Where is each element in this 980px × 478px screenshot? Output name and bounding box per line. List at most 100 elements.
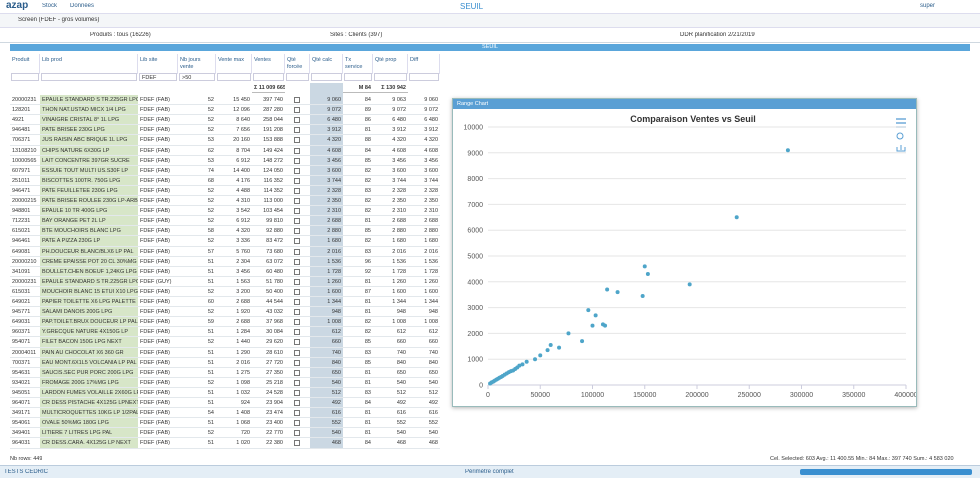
column-header[interactable]: Vente max [216, 54, 252, 74]
checkbox[interactable] [294, 319, 300, 326]
table-cell: FDEF (FAB) [140, 208, 170, 215]
checkbox[interactable] [294, 218, 300, 225]
checkbox[interactable] [294, 410, 300, 417]
column-header[interactable]: Produit [10, 54, 40, 74]
table-cell: 660 [428, 339, 438, 346]
checkbox[interactable] [294, 268, 300, 275]
column-header[interactable]: Lib prod [40, 54, 138, 74]
column-header[interactable]: Qté calc [310, 54, 343, 74]
checkbox[interactable] [294, 389, 300, 396]
table-cell: PATE A PIZZA 230G LP [42, 238, 101, 245]
point [645, 272, 650, 277]
lib-prod-column-bg [40, 95, 138, 449]
filter-input[interactable] [344, 73, 372, 81]
table-cell: 2 688 [236, 299, 250, 305]
filter-input[interactable] [286, 73, 309, 81]
checkbox[interactable] [294, 208, 300, 215]
checkbox[interactable] [294, 198, 300, 204]
filter-input[interactable] [311, 73, 342, 81]
checkbox[interactable] [294, 288, 300, 295]
checkbox[interactable] [294, 167, 300, 174]
table-cell: 1 680 [392, 238, 406, 245]
table-cell: 946471 [12, 187, 31, 194]
column-header[interactable]: Nb jours vente [178, 54, 216, 74]
column-header[interactable]: Tx service [343, 54, 373, 74]
user-menu[interactable]: super [920, 3, 936, 9]
table-cell: 468 [331, 440, 341, 447]
checkbox[interactable] [294, 258, 300, 265]
checkbox[interactable] [294, 238, 300, 245]
screen-label[interactable]: Screen (FDEF - gros volumes) [18, 17, 100, 23]
filter-input[interactable] [374, 73, 407, 81]
menu-stock[interactable]: Stock [42, 3, 58, 9]
column-header[interactable]: Qté prop [373, 54, 408, 74]
checkbox[interactable] [294, 127, 300, 134]
checkbox[interactable] [294, 420, 300, 427]
checkbox[interactable] [294, 400, 300, 406]
column-header[interactable]: Lib site [138, 54, 178, 74]
products-filter[interactable]: Produits : tous (16226) [90, 32, 151, 38]
checkbox[interactable] [294, 339, 300, 346]
link-icon[interactable] [896, 132, 904, 140]
checkbox[interactable] [294, 359, 300, 366]
table-cell: 82 [364, 319, 371, 326]
filter-input[interactable]: >50 [179, 73, 215, 81]
checkbox[interactable] [294, 349, 300, 356]
checkbox[interactable] [294, 440, 300, 447]
filter-input[interactable]: FDEF [139, 73, 177, 81]
filter-input[interactable] [41, 73, 137, 81]
checkbox[interactable] [294, 177, 300, 184]
checkbox[interactable] [294, 248, 300, 255]
ddr-date[interactable]: DDR planification 2/21/2019 [680, 32, 755, 38]
sites-filter[interactable]: Sites : Clients (397) [330, 32, 383, 38]
menu-donnees[interactable]: Données [70, 3, 95, 9]
filter-input[interactable] [253, 73, 284, 81]
checkbox[interactable] [294, 107, 300, 114]
checkbox[interactable] [294, 430, 300, 437]
checkbox[interactable] [294, 157, 300, 164]
table-cell: 1 680 [327, 238, 341, 245]
menu-icon[interactable] [896, 118, 906, 128]
table-cell: 945771 [12, 309, 31, 316]
checkbox[interactable] [294, 187, 300, 194]
table-cell: 2 310 [327, 208, 341, 215]
table-cell: FDEF (FAB) [140, 319, 170, 326]
checkbox[interactable] [294, 369, 300, 376]
checkbox[interactable] [294, 329, 300, 336]
table-cell: 1 728 [392, 268, 406, 275]
checkbox[interactable] [294, 117, 300, 124]
table-cell: 52 [207, 208, 214, 215]
column-header[interactable]: Diff [408, 54, 440, 74]
x-tick-label: 50000 [531, 392, 551, 399]
table-cell: 85 [364, 228, 371, 235]
table-cell: 1 284 [236, 329, 250, 336]
table-cell: 84 [364, 147, 371, 154]
table-cell: 37 968 [266, 319, 283, 326]
checkbox[interactable] [294, 278, 300, 285]
table-cell: 24 528 [266, 389, 283, 396]
checkbox[interactable] [294, 379, 300, 386]
table-row-line [10, 376, 440, 378]
checkbox[interactable] [294, 309, 300, 316]
table-cell: 960371 [12, 329, 31, 336]
logo[interactable]: azap [6, 0, 29, 11]
checkbox[interactable] [294, 147, 300, 154]
filter-input[interactable] [409, 73, 439, 81]
filter-input[interactable] [217, 73, 251, 81]
column-header[interactable]: Ventes [252, 54, 285, 74]
checkbox[interactable] [294, 299, 300, 305]
table-row-line [10, 124, 440, 126]
checkbox[interactable] [294, 228, 300, 235]
checkbox[interactable] [294, 97, 300, 103]
table-cell: 4 320 [392, 137, 406, 144]
table-cell: FDEF (FAB) [140, 309, 170, 316]
table-cell: LITIERE 7 LITRES LPG PAL [42, 430, 113, 437]
section-title[interactable]: SEUIL [482, 44, 498, 50]
table-cell: 341091 [12, 268, 31, 275]
filter-input[interactable] [11, 73, 39, 81]
column-header[interactable]: Qté forcée [285, 54, 310, 74]
table-cell: 740 [396, 349, 406, 356]
download-icon[interactable] [896, 145, 906, 152]
checkbox[interactable] [294, 137, 300, 144]
table-cell: 616 [428, 410, 438, 417]
